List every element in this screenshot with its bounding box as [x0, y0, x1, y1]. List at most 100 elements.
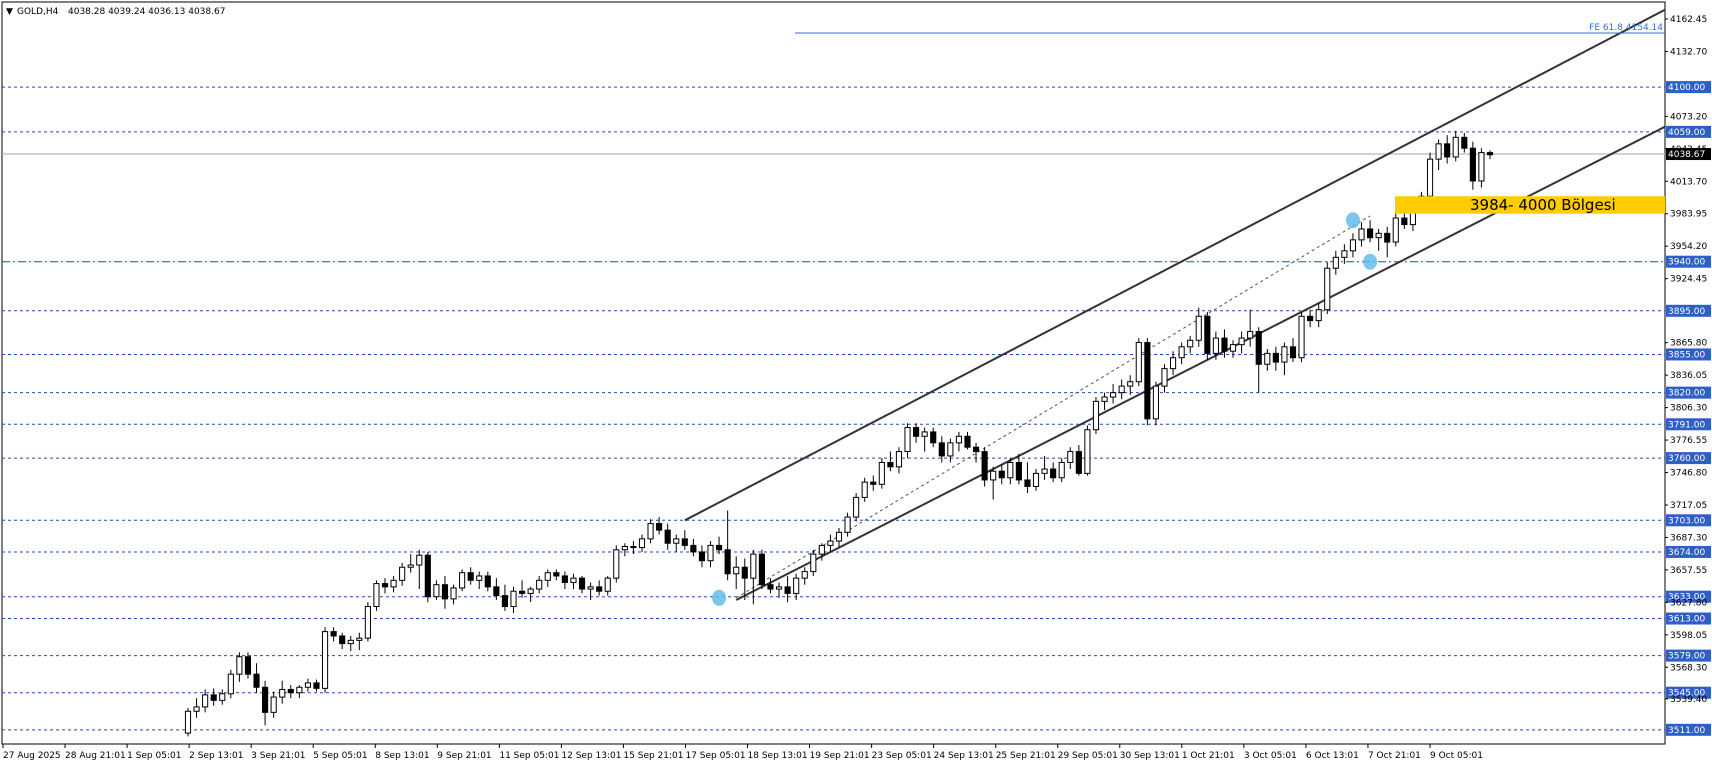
candle-bear [1401, 217, 1408, 226]
candle-bull [801, 571, 808, 579]
y-tick-label: 3627.80 [1670, 598, 1707, 608]
candle-bull [279, 688, 286, 698]
level-tag [1666, 348, 1711, 361]
candle-bull [1324, 267, 1331, 311]
level-tag-label: 3674.00 [1668, 548, 1705, 558]
candle-bear [938, 442, 945, 457]
y-tick-label: 3924.45 [1670, 275, 1707, 285]
y-tick-label: 3776.55 [1670, 436, 1707, 446]
level-tag [1666, 255, 1711, 268]
candle-bull [1478, 152, 1485, 182]
candle-bull [304, 682, 311, 688]
candle-bear [339, 635, 346, 645]
candle-bull [1332, 256, 1339, 269]
time-axis: 27 Aug 2025 28 Aug 21:01 1 Sep 05:01 2 Sep … [2, 744, 1483, 761]
y-tick-label: 4162.45 [1670, 15, 1707, 25]
candle-bull [895, 451, 903, 468]
candle-bear [758, 553, 765, 586]
candle-bull [1452, 136, 1459, 158]
candle-bear [981, 451, 988, 481]
x-tick-label: 1 Oct 21:01 [1182, 751, 1235, 761]
y-tick-label: 3836.05 [1670, 371, 1707, 381]
candle-bull [921, 431, 928, 437]
x-tick-label: 24 Sep 13:01 [934, 751, 994, 761]
candle-bull [1212, 337, 1219, 354]
annotations: 3984- 4000 Bölgesi FE 61.8 4154.14 [712, 23, 1665, 606]
support-zone-label: 3984- 4000 Bölgesi [1470, 196, 1616, 214]
candle-bull [904, 427, 911, 453]
chart-title: ▼ GOLD,H4 4038.28 4039.24 4036.13 4038.6… [6, 7, 225, 17]
candle-bear [1367, 228, 1374, 239]
level-tag-label: 3613.00 [1668, 615, 1705, 625]
candle-bull [450, 587, 457, 600]
x-tick-label: 18 Sep 13:01 [748, 751, 808, 761]
candle-bear [972, 446, 980, 453]
candle-bear [964, 435, 971, 448]
y-tick-label: 4013.70 [1670, 177, 1707, 187]
candle-bear [493, 586, 500, 597]
candle-bear [681, 538, 688, 546]
candle-bear [767, 584, 774, 590]
candle-bull [638, 538, 646, 549]
candle-bear [1144, 341, 1151, 420]
x-tick-label: 3 Sep 21:01 [251, 751, 305, 761]
candle-bear [1469, 147, 1476, 182]
candle-bull [604, 577, 611, 592]
support-zone [1395, 196, 1665, 214]
candle-bull [1032, 472, 1040, 487]
candle-bear [1221, 337, 1228, 352]
candle-bear [424, 554, 431, 598]
level-tag-label: 3760.00 [1668, 454, 1705, 464]
candle-bull [1358, 228, 1365, 241]
candle-bear [913, 427, 920, 437]
candle-bull [1264, 352, 1271, 365]
candle-bull [1435, 143, 1442, 160]
candle-bull [193, 706, 200, 712]
candle-bull [1110, 392, 1117, 398]
y-tick-label: 3806.30 [1670, 404, 1707, 414]
level-tag-label: 3791.00 [1668, 420, 1705, 430]
candle-bear [561, 575, 568, 584]
candle-bull [853, 496, 860, 518]
candles [184, 130, 1494, 737]
candle-bear [690, 544, 697, 553]
candle-bull [844, 516, 851, 533]
x-tick-label: 28 Aug 21:01 [65, 751, 126, 761]
candle-bull [1169, 357, 1177, 370]
candle-bear [1050, 468, 1057, 479]
candle-bull [227, 673, 234, 695]
candle-bull [621, 545, 628, 551]
price-axis: 4100.00 4059.00 3940.00 3895.00 3855.00 3820.… [1665, 15, 1711, 736]
candle-bear [930, 431, 937, 444]
candle-bull [1315, 309, 1322, 322]
candle-bear [870, 481, 877, 485]
y-tick-label: 3983.95 [1670, 210, 1707, 220]
candle-bear [518, 590, 526, 594]
horizontal-levels [2, 86, 1665, 731]
level-tag [1666, 125, 1711, 138]
level-tag-label: 3940.00 [1668, 258, 1705, 268]
level-tag [1666, 514, 1711, 527]
candle-bear [1289, 346, 1297, 359]
candle-bull [459, 572, 466, 589]
candle-bull [347, 639, 354, 645]
level-tag [1666, 545, 1711, 558]
x-tick-label: 9 Sep 21:01 [437, 751, 491, 761]
current-price-label: 4038.67 [1668, 150, 1705, 160]
level-tag [1666, 723, 1711, 736]
x-tick-label: 5 Sep 05:01 [313, 751, 367, 761]
candle-bull [955, 435, 962, 444]
x-tick-label: 29 Sep 05:01 [1058, 751, 1118, 761]
x-tick-label: 15 Sep 21:01 [623, 751, 683, 761]
candle-bull [1341, 250, 1348, 258]
x-tick-label: 3 Oct 05:01 [1244, 751, 1297, 761]
candle-bear [698, 551, 706, 562]
x-tick-label: 27 Aug 2025 [3, 751, 61, 761]
candle-bull [1238, 337, 1245, 346]
candle-bear [253, 673, 260, 688]
candle-bull [1058, 461, 1065, 479]
candle-bull [544, 572, 551, 581]
level-tag-label: 4059.00 [1668, 128, 1705, 138]
